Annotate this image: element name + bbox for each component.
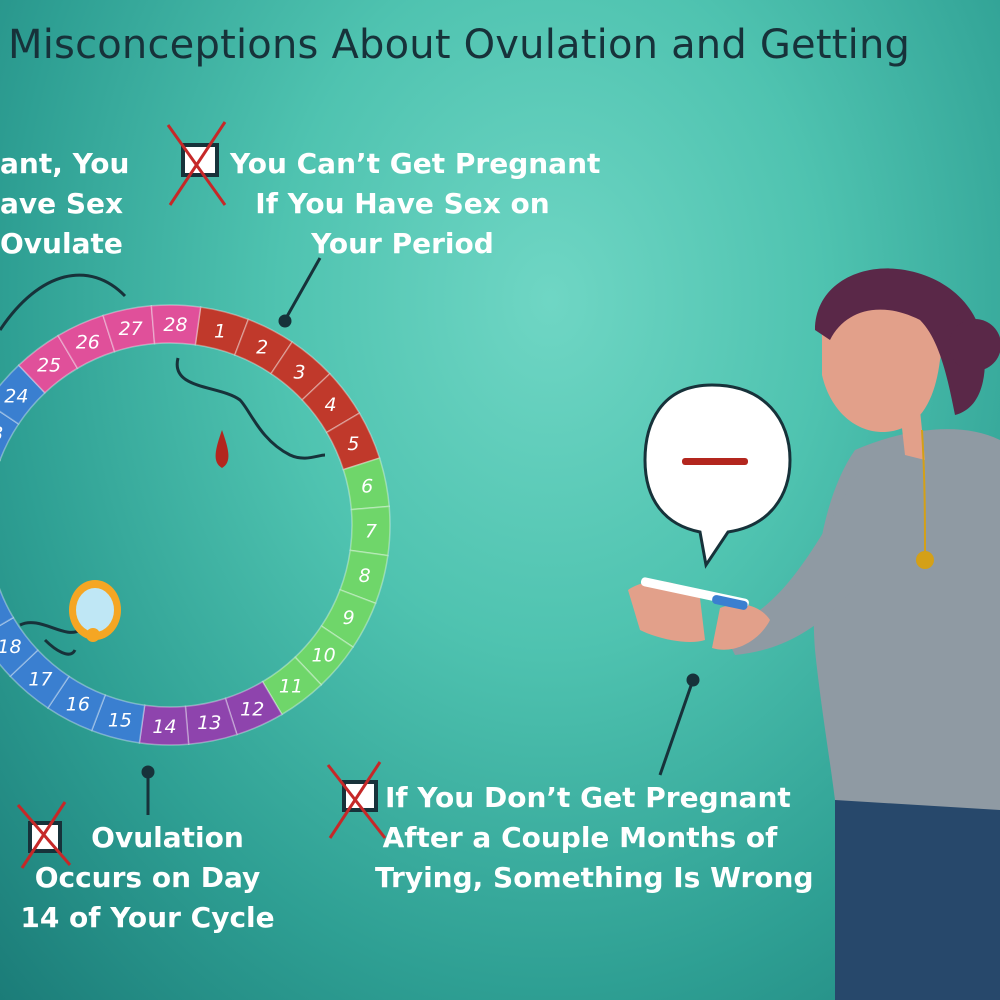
cycle-day-segment	[0, 587, 15, 627]
cycle-day-label: 10	[312, 645, 336, 667]
cycle-wheel: 1234567891011121314151617181920212223242…	[0, 304, 391, 746]
cycle-day-label: 18	[0, 636, 22, 658]
cycle-day-segment	[138, 704, 190, 746]
connector-line-4	[658, 679, 695, 776]
cycle-day-label: 14	[152, 716, 176, 738]
cycle-day-segment	[233, 318, 294, 375]
connector-dot-3	[141, 765, 155, 779]
cycle-day-segment	[9, 649, 71, 710]
misconception-4-line-2: After a Couple Months of	[382, 821, 778, 854]
cycle-day-label: 15	[108, 710, 132, 732]
face	[821, 279, 943, 433]
cycle-day-label: 27	[119, 318, 143, 340]
cycle-day-segment	[301, 372, 361, 434]
pendant	[916, 551, 934, 569]
cycle-day-label: 11	[279, 676, 303, 698]
misconception-1-line-1: ant, You	[0, 147, 130, 180]
connector-dot-4	[686, 673, 700, 687]
cycle-day-label: 24	[4, 385, 28, 407]
speech-bubble-icon	[643, 383, 792, 569]
cycle-day-label: 28	[163, 314, 187, 336]
misconception-2-line-3: Your Period	[311, 227, 494, 260]
egg-icon	[69, 580, 121, 642]
cycle-day-segment	[0, 410, 20, 462]
cycle-day-label: 4	[324, 394, 336, 416]
cycle-day-label: 8	[359, 565, 371, 587]
blood-drop-icon	[215, 430, 229, 468]
cycle-day-label: 7	[365, 521, 377, 543]
misconception-3-line-2: Occurs on Day	[34, 861, 261, 894]
cycle-day-label: 6	[361, 476, 373, 498]
cycle-day-segment	[320, 588, 377, 649]
misconception-2-line-1: You Can’t Get Pregnant	[230, 147, 601, 180]
jeans	[835, 790, 1000, 1000]
misconception-2: You Can’t Get Pregnant If You Have Sex o…	[230, 144, 601, 264]
sleeve	[720, 470, 860, 655]
cycle-day-segment	[194, 306, 250, 356]
cycle-day-segment	[342, 457, 391, 511]
cycle-day-label: 12	[240, 698, 264, 720]
cycle-day-label: 16	[66, 694, 90, 716]
connector-dot-2	[278, 314, 292, 328]
cycle-day-label: 1	[214, 320, 226, 342]
checkbox-x-icon	[166, 121, 227, 206]
misconception-4: If You Don’t Get Pregnant After a Couple…	[375, 778, 814, 898]
ovulation-squiggle	[19, 621, 81, 656]
page-title: Misconceptions About Ovulation and Getti…	[8, 22, 911, 68]
connector-line-2	[283, 257, 322, 321]
cycle-day-label: 5	[347, 433, 359, 455]
woman-figure	[628, 268, 1000, 1000]
cycle-day-label: 2	[256, 336, 268, 358]
cycle-day-segment	[17, 334, 79, 394]
misconception-4-line-3: Trying, Something Is Wrong	[375, 861, 814, 894]
misconception-1-line-3: Ovulate	[0, 227, 123, 260]
cycle-day-segment	[150, 304, 202, 346]
misconception-1-line-2: ave Sex	[0, 187, 124, 220]
cycle-day-label: 3	[294, 361, 306, 383]
hair-bun	[949, 319, 1000, 371]
sweater	[813, 429, 1000, 810]
hair	[815, 268, 985, 415]
misconception-3: Ovulation Occurs on Day 14 of Your Cycle	[20, 818, 275, 938]
cycle-day-label: 23	[0, 423, 3, 445]
cycle-day-segment	[46, 675, 107, 732]
cycle-day-segment	[294, 624, 355, 686]
misconception-1: ant, You ave Sex Ovulate	[0, 144, 130, 264]
cycle-day-label: 17	[28, 669, 52, 691]
misconception-3-line-3: 14 of Your Cycle	[20, 901, 275, 934]
misconception-3-line-1: Ovulation	[91, 821, 244, 854]
hand-left	[628, 581, 705, 642]
cycle-day-segment	[102, 304, 156, 353]
cycle-day-segment	[339, 549, 389, 605]
misconception-4-line-1: If You Don’t Get Pregnant	[385, 781, 791, 814]
cycle-day-segment	[184, 697, 238, 746]
connector-lines	[0, 257, 700, 815]
checkbox-x-icon	[326, 761, 387, 839]
necklace	[921, 429, 926, 556]
cycle-day-label: 9	[343, 607, 355, 629]
cycle-day-segment	[0, 616, 39, 678]
cycle-day-segment	[261, 656, 323, 716]
cycle-day-label: 13	[197, 712, 221, 734]
cycle-day-segment	[90, 694, 146, 744]
cycle-day-segment	[0, 364, 46, 426]
connector-line-1	[0, 273, 127, 331]
cycle-day-label: 26	[76, 332, 100, 354]
period-squiggle	[175, 357, 326, 460]
hand-right	[712, 604, 770, 650]
misconception-2-line-2: If You Have Sex on	[255, 187, 550, 220]
cycle-day-segment	[269, 340, 331, 401]
negative-result-mark	[682, 458, 748, 465]
checkbox-x-icon	[16, 801, 72, 869]
cycle-day-label: 25	[37, 354, 61, 376]
